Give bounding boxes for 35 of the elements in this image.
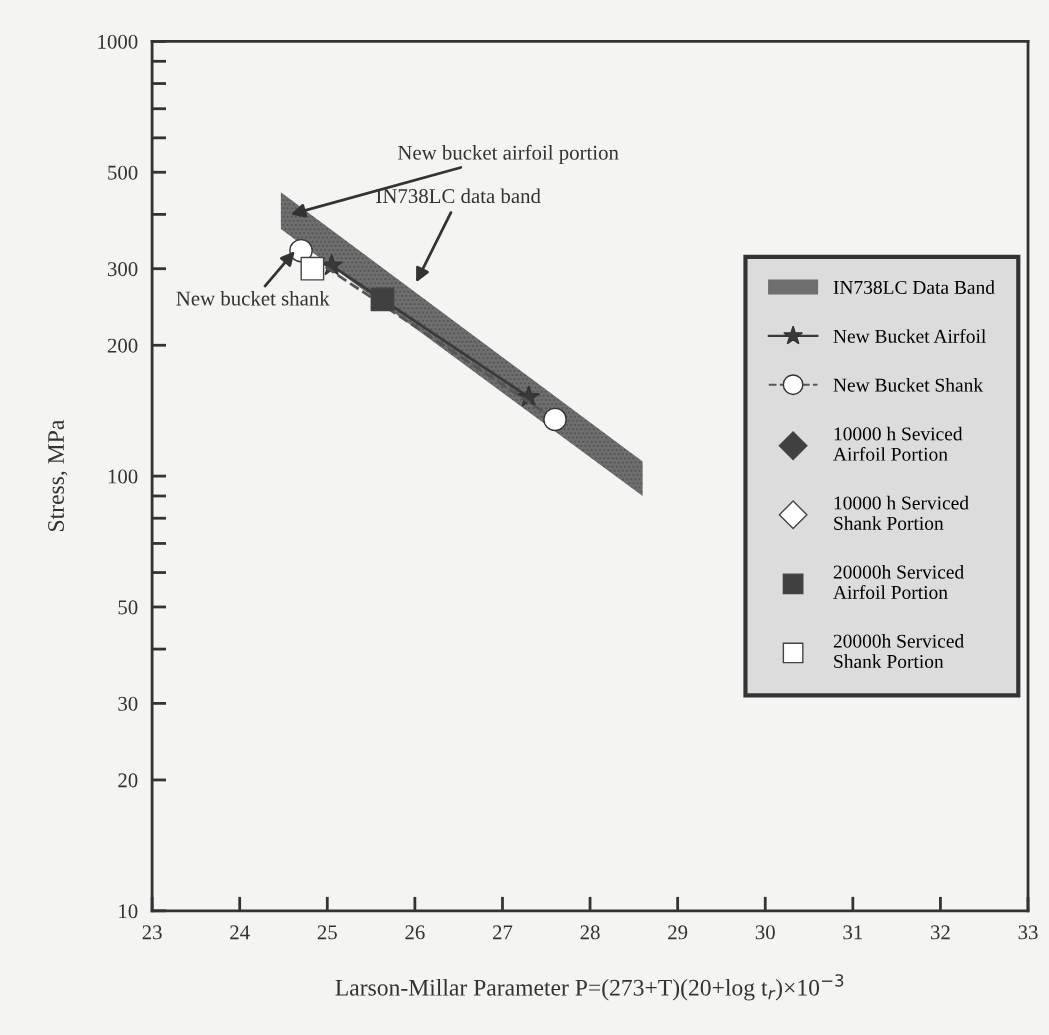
point <box>300 256 325 281</box>
x-tick-label: 24 <box>230 925 250 940</box>
x-tick-label: 27 <box>492 925 513 940</box>
x-tick-label: 30 <box>755 925 775 940</box>
point <box>370 287 395 312</box>
legend-label: 10000 h Serviced Shank Portion <box>834 495 969 530</box>
x-tick-label: 28 <box>580 925 600 940</box>
legend-label: IN738LC Data Band <box>833 280 995 295</box>
y-tick-label: 50 <box>118 600 138 615</box>
annotation: New bucket airfoil portion <box>397 144 619 164</box>
legend-label: 10000 h Seviced Airfoil Portion <box>833 426 963 461</box>
legend-label: New Bucket Airfoil <box>833 328 986 343</box>
x-tick-label: 31 <box>843 925 862 940</box>
y-tick-label: 300 <box>107 262 138 277</box>
y-tick-label: 10 <box>119 904 138 919</box>
x-tick-label: 25 <box>317 925 337 940</box>
x-tick-label: 33 <box>1018 925 1038 940</box>
y-tick-label: 30 <box>118 696 138 711</box>
y-tick-label: 100 <box>108 469 138 484</box>
point <box>543 407 567 432</box>
legend-label: 20000h Serviced Shank Portion <box>833 634 964 669</box>
x-tick-label: 29 <box>668 925 688 940</box>
legend-label: New Bucket Shank <box>833 378 984 392</box>
annotation: IN738LC data band <box>376 188 541 204</box>
y-tick-label: 20 <box>118 773 138 788</box>
legend-label: 20000h Serviced Airfoil Portion <box>833 564 964 599</box>
y-tick-label: 200 <box>107 338 138 353</box>
y-axis-title: Stress, MPa <box>48 420 68 531</box>
y-tick-label: 500 <box>108 165 138 180</box>
x-tick-label: 23 <box>142 925 162 940</box>
x-tick-label: 26 <box>405 925 425 940</box>
annotation: New bucket shank <box>176 290 330 306</box>
x-tick-label: 32 <box>931 925 950 940</box>
x-axis-title: Larson-Millar Parameter P=(273+T)(20+log t$_{r}$)×10$^{−3}$ <box>335 974 844 1001</box>
y-tick-label: 1000 <box>98 34 138 49</box>
